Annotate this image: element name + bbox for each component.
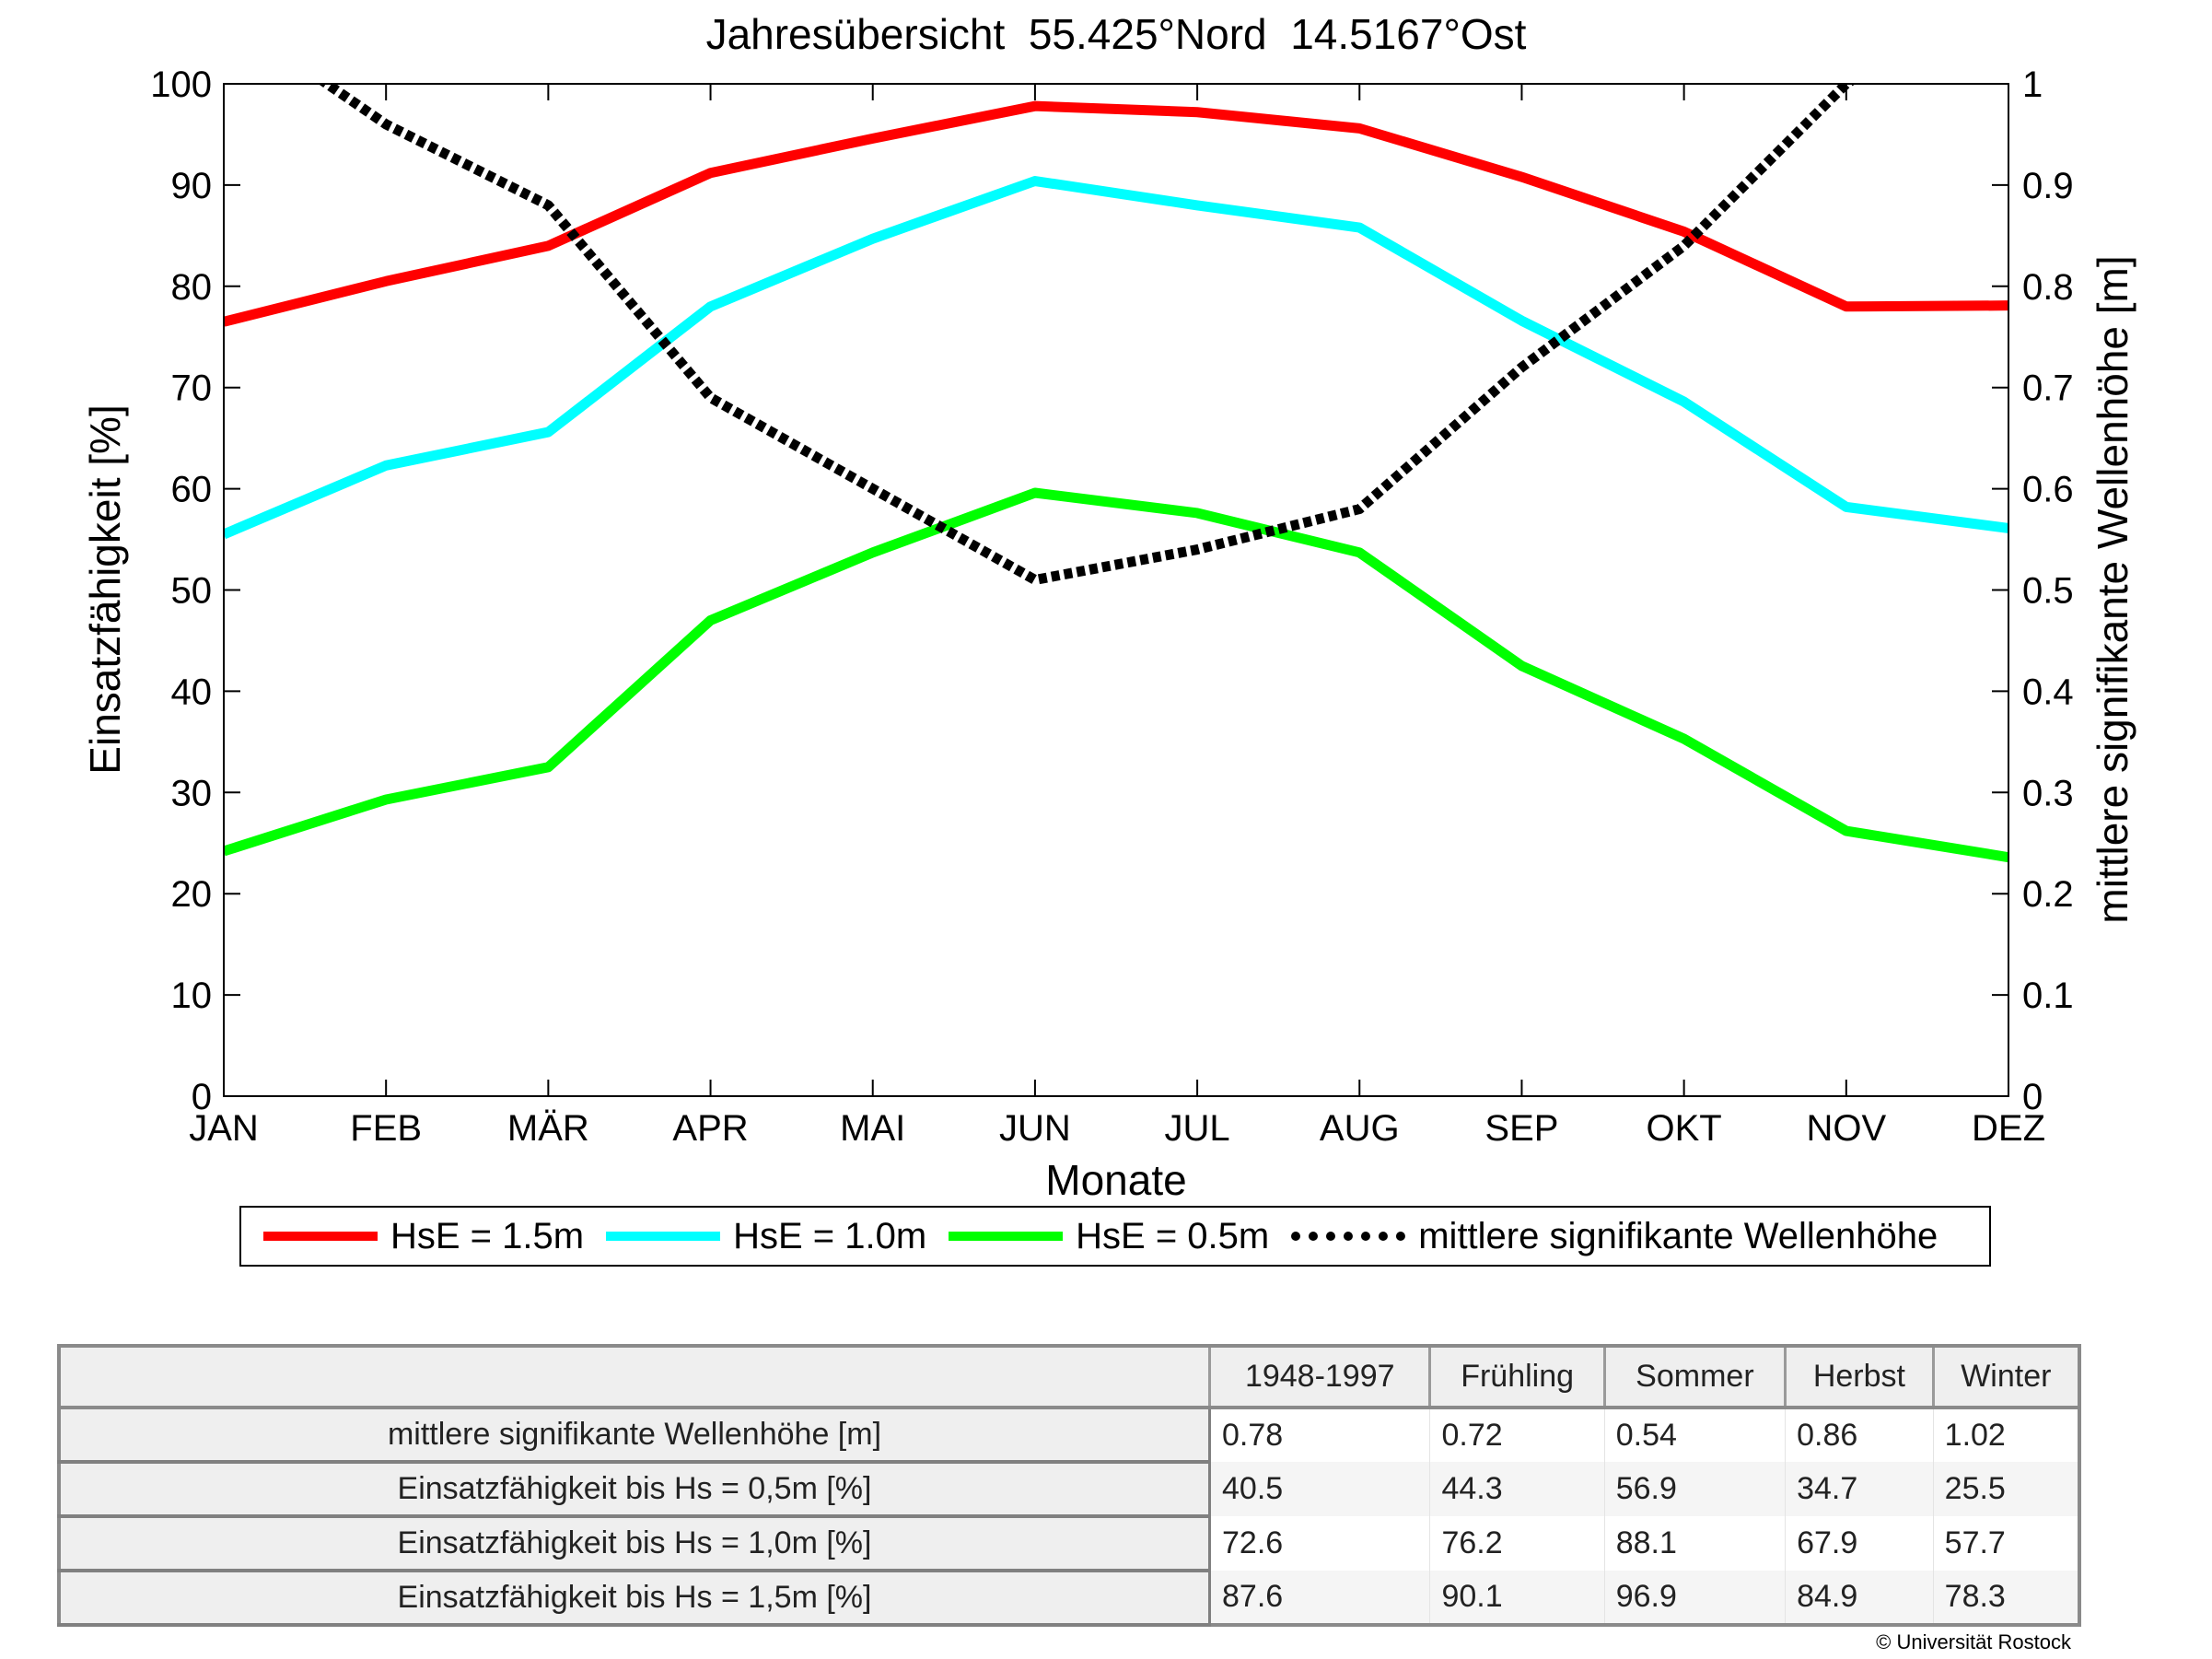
legend-item-hse-1-5: HsE = 1.5m	[263, 1216, 584, 1257]
y-tick-label: 30	[171, 773, 213, 813]
x-tick-label: MAI	[840, 1108, 905, 1149]
table-row: Einsatzfähigkeit bis Hs = 0,5m [%] 40.5 44…	[59, 1462, 2079, 1518]
table-cell: 40.5	[1208, 1462, 1430, 1516]
table-cell: 78.3	[1932, 1571, 2079, 1625]
x-tick-label: AUG	[1320, 1108, 1400, 1149]
y-tick-label: 50	[171, 571, 213, 612]
y-tick-label: 10	[171, 976, 213, 1016]
table-cell: 1.02	[1932, 1408, 2079, 1462]
x-tick-label: JAN	[189, 1108, 259, 1149]
table-cell: 0.72	[1429, 1408, 1605, 1462]
series-line-0	[224, 100, 2008, 327]
y2-tick-label: 0.6	[2022, 470, 2074, 510]
y-tick-label: 20	[171, 874, 213, 915]
table-cell: 25.5	[1932, 1462, 2079, 1516]
y-tick-label: 60	[171, 470, 213, 510]
y-tick-label: 40	[171, 672, 213, 712]
y2-tick-label: 0.1	[2022, 976, 2074, 1016]
row-label: Einsatzfähigkeit bis Hs = 0,5m [%]	[59, 1462, 1211, 1518]
x-tick-label: APR	[672, 1108, 748, 1149]
table-cell: 96.9	[1603, 1571, 1786, 1625]
table-cell: 67.9	[1785, 1516, 1934, 1571]
y-tick-label: 90	[171, 166, 213, 206]
table-row: Einsatzfähigkeit bis Hs = 1,5m [%] 87.6 90…	[59, 1571, 2079, 1627]
table-header: Herbst	[1784, 1346, 1934, 1409]
x-tick-label: MÄR	[507, 1108, 589, 1149]
table-cell: 57.7	[1932, 1516, 2079, 1571]
legend-label: mittlere signifikante Wellenhöhe	[1418, 1215, 1938, 1256]
plot-area-frame	[223, 83, 2009, 1097]
legend-item-wave-height: mittlere signifikante Wellenhöhe	[1291, 1216, 1938, 1257]
table-cell: 0.78	[1208, 1408, 1430, 1462]
table-cell: 87.6	[1208, 1571, 1430, 1625]
table-header-row: 1948-1997 Frühling Sommer Herbst Winter	[59, 1346, 2079, 1409]
series-line-3	[318, 84, 1857, 586]
table-row: Einsatzfähigkeit bis Hs = 1,0m [%] 72.6 76…	[59, 1516, 2079, 1572]
y2-tick-label: 0.2	[2022, 874, 2074, 915]
series-line-1	[224, 176, 2008, 540]
table-header: 1948-1997	[1207, 1346, 1430, 1409]
statistics-table: 1948-1997 Frühling Sommer Herbst Winter …	[57, 1344, 2081, 1627]
table-header: Winter	[1931, 1346, 2079, 1409]
y2-tick-label: 0.4	[2022, 672, 2074, 712]
x-tick-label: JUL	[1165, 1108, 1230, 1149]
y2-axis-label: mittlere signifikante Wellenhöhe [m]	[2089, 255, 2136, 923]
y2-tick-label: 0.3	[2022, 773, 2074, 813]
table-cell: 56.9	[1603, 1462, 1786, 1516]
table-cell: 76.2	[1429, 1516, 1605, 1571]
x-tick-label: NOV	[1806, 1108, 1886, 1149]
table-header: Sommer	[1602, 1346, 1786, 1409]
table-cell: 90.1	[1429, 1571, 1605, 1625]
y2-tick-label: 0.7	[2022, 368, 2074, 409]
row-label: Einsatzfähigkeit bis Hs = 1,5m [%]	[59, 1571, 1211, 1627]
legend-swatch-cyan	[606, 1232, 721, 1241]
x-axis-label: Monate	[1045, 1156, 1186, 1198]
x-tick-label: DEZ	[1972, 1108, 2045, 1149]
table-row: mittlere signifikante Wellenhöhe [m] 0.78…	[59, 1408, 2079, 1464]
table-cell: 34.7	[1785, 1462, 1934, 1516]
y2-tick-label: 0.5	[2022, 571, 2074, 612]
legend-swatch-red	[263, 1232, 378, 1241]
table-cell: 72.6	[1208, 1516, 1430, 1571]
copyright: © Universität Rostock	[1876, 1630, 2071, 1653]
y-tick-label: 100	[150, 64, 212, 105]
y-tick-label: 80	[171, 267, 213, 308]
chart-legend: HsE = 1.5m HsE = 1.0m HsE = 0.5m mittler…	[239, 1206, 1991, 1267]
y2-tick-label: 0	[2022, 1077, 2043, 1117]
x-tick-label: OKT	[1647, 1108, 1722, 1149]
chart-title: Jahresübersicht 55.425°Nord 14.5167°Ost	[706, 10, 1527, 58]
line-chart: Jahresübersicht 55.425°Nord 14.5167°Ost …	[81, 10, 2136, 1198]
legend-item-hse-1-0: HsE = 1.0m	[606, 1216, 926, 1257]
series-line-2	[224, 487, 2008, 863]
legend-swatch-green	[949, 1232, 1064, 1241]
row-label: Einsatzfähigkeit bis Hs = 1,0m [%]	[59, 1516, 1211, 1572]
y2-tick-label: 0.8	[2022, 267, 2074, 308]
legend-label: HsE = 1.0m	[733, 1215, 927, 1256]
legend-item-hse-0-5: HsE = 0.5m	[949, 1216, 1269, 1257]
x-tick-label: JUN	[999, 1108, 1071, 1149]
row-label: mittlere signifikante Wellenhöhe [m]	[59, 1408, 1211, 1464]
legend-swatch-dotted	[1291, 1232, 1406, 1241]
x-tick-label: SEP	[1484, 1108, 1558, 1149]
table-cell: 0.86	[1785, 1408, 1934, 1462]
legend-label: HsE = 1.5m	[390, 1215, 585, 1256]
x-tick-label: FEB	[350, 1108, 422, 1149]
y-tick-label: 0	[192, 1077, 212, 1117]
y-tick-label: 70	[171, 368, 213, 409]
table-header: Frühling	[1428, 1346, 1605, 1409]
table-header-blank	[59, 1346, 1210, 1409]
table-cell: 88.1	[1603, 1516, 1786, 1571]
y2-tick-label: 1	[2022, 64, 2043, 105]
table-cell: 84.9	[1785, 1571, 1934, 1625]
table-cell: 0.54	[1603, 1408, 1786, 1462]
y2-tick-label: 0.9	[2022, 166, 2074, 206]
legend-label: HsE = 0.5m	[1076, 1215, 1270, 1256]
table-cell: 44.3	[1429, 1462, 1605, 1516]
y-axis-label: Einsatzfähigkeit [%]	[81, 404, 129, 774]
